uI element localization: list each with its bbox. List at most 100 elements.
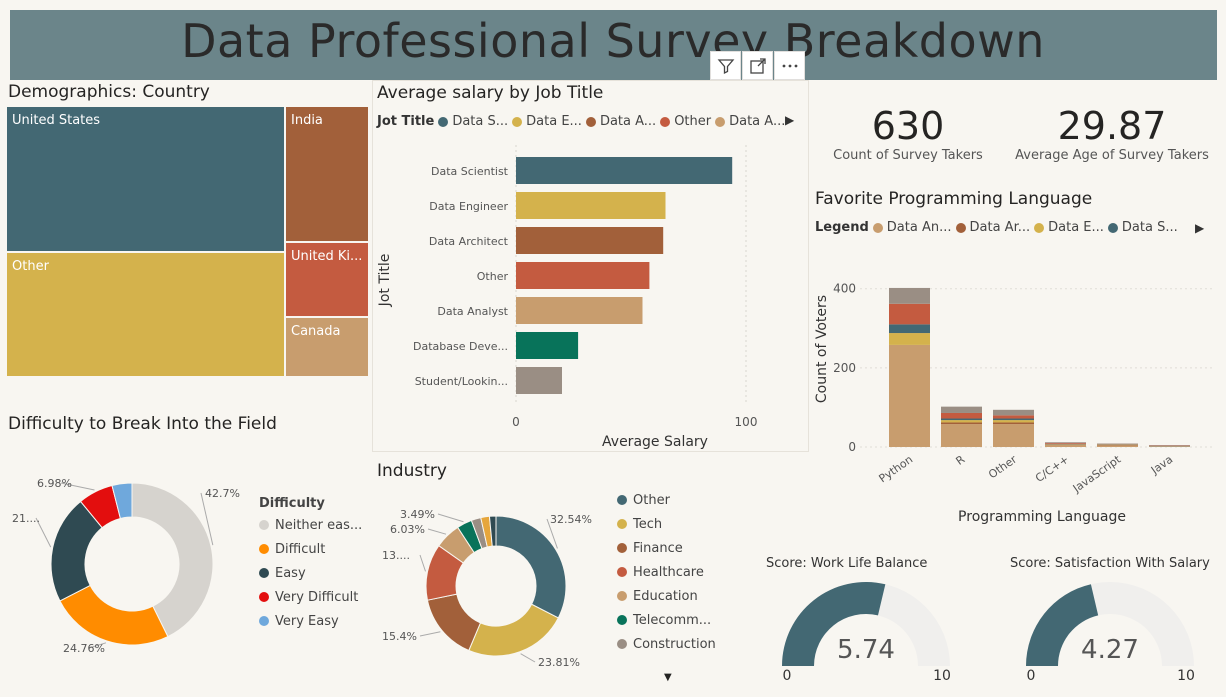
treemap-cell-other[interactable]: Other [6, 252, 285, 377]
legend-item[interactable]: Other [617, 488, 716, 512]
y-tick-label: Student/Lookin... [415, 375, 508, 388]
language-bar-segment[interactable] [993, 409, 1034, 416]
salary-legend-title: Jot Title [377, 114, 435, 129]
legend-item[interactable]: Data A... [729, 114, 786, 129]
language-bar-segment[interactable] [941, 422, 982, 425]
language-bar-segment[interactable] [941, 418, 982, 421]
salary-bar[interactable] [516, 157, 733, 184]
legend-label: Difficult [275, 541, 326, 557]
language-bar-segment[interactable] [993, 424, 1034, 447]
leader-line [35, 517, 52, 548]
language-bar-segment[interactable] [1149, 446, 1190, 447]
y-tick-label: Data Scientist [431, 165, 509, 178]
legend-item[interactable]: Education [617, 584, 716, 608]
salary-bar[interactable] [516, 192, 666, 219]
legend-item[interactable]: Neither eas... [259, 513, 362, 537]
gauge-min-label: 0 [1027, 668, 1036, 684]
industry-donut: 32.54% 23.81% 15.4% 13.... 6.03% 3.49% [382, 508, 592, 669]
legend-label: Telecomm... [633, 612, 712, 628]
salary-bar[interactable] [516, 367, 562, 394]
y-tick-label: 0 [848, 440, 856, 454]
kpi-count-value: 630 [871, 104, 945, 148]
x-tick-label: R [953, 453, 967, 468]
legend-item[interactable]: Data E... [1048, 220, 1104, 235]
filter-icon[interactable] [710, 51, 741, 80]
language-bar-segment[interactable] [941, 424, 982, 447]
language-bar-segment[interactable] [993, 415, 1034, 419]
legend-dot [512, 116, 523, 127]
treemap-cell-india[interactable]: India [285, 106, 369, 242]
leader-line [419, 554, 426, 572]
legend-item[interactable]: Data Ar... [969, 220, 1031, 235]
legend-item[interactable]: Tech [617, 512, 716, 536]
language-bar-segment[interactable] [889, 324, 930, 334]
donut-slice[interactable] [488, 515, 497, 547]
country-treemap: United States India Other United Ki... C… [6, 106, 369, 377]
slice-label: 15.4% [382, 630, 417, 643]
difficulty-chart-title: Difficulty to Break Into the Field [8, 414, 277, 434]
treemap-cell-united-states[interactable]: United States [6, 106, 285, 252]
legend-item[interactable]: Very Easy [259, 609, 362, 633]
legend-label: Very Difficult [275, 589, 359, 605]
treemap-label: Canada [291, 324, 341, 339]
treemap-label: United Ki... [291, 249, 363, 264]
treemap-cell-canada[interactable]: Canada [285, 317, 369, 377]
gauge-fill[interactable] [782, 582, 886, 666]
legend-label: Other [633, 492, 670, 508]
legend-item[interactable]: Construction [617, 632, 716, 656]
donut-slice[interactable] [111, 482, 133, 520]
language-bar-segment[interactable] [889, 333, 930, 345]
legend-dot [872, 222, 883, 233]
visual-header [710, 51, 806, 80]
legend-item[interactable]: Data An... [886, 220, 952, 235]
legend-item[interactable]: Healthcare [617, 560, 716, 584]
language-bar-segment[interactable] [889, 344, 930, 447]
language-bar-segment[interactable] [941, 412, 982, 419]
focus-mode-icon[interactable] [742, 51, 773, 80]
legend-item[interactable]: Data A... [599, 114, 657, 129]
donut-slice[interactable] [468, 603, 559, 657]
legend-label: Healthcare [633, 564, 704, 580]
legend-item[interactable]: Other [674, 114, 712, 129]
salary-bar[interactable] [516, 262, 650, 289]
language-bar-segment[interactable] [993, 420, 1034, 423]
language-bar-segment[interactable] [993, 418, 1034, 421]
donut-slice[interactable] [59, 584, 169, 646]
language-bar-segment[interactable] [1045, 445, 1086, 447]
legend-item[interactable]: Finance [617, 536, 716, 560]
legend-scroll-down-icon[interactable]: ▼ [664, 672, 672, 683]
legend-item[interactable]: Easy [259, 561, 362, 585]
donut-slice[interactable] [495, 515, 567, 619]
legend-item[interactable]: Very Difficult [259, 585, 362, 609]
legend-item[interactable]: Data E... [526, 114, 582, 129]
salary-bar[interactable] [516, 227, 664, 254]
legend-item[interactable]: Data S... [452, 114, 509, 129]
gauge-work-life-balance: 5.74 0 10 [782, 582, 951, 684]
legend-item[interactable]: Telecomm... [617, 608, 716, 632]
language-bar-segment[interactable] [1045, 443, 1086, 444]
legend-item[interactable]: Data S... [1121, 220, 1178, 235]
gauge-fill[interactable] [1026, 584, 1099, 666]
legend-item[interactable]: Difficult [259, 537, 362, 561]
treemap-cell-united-kingdom[interactable]: United Ki... [285, 242, 369, 317]
legend-next-arrow-icon[interactable]: ▶ [785, 113, 795, 127]
language-bar-segment[interactable] [993, 422, 1034, 425]
language-bar-segment[interactable] [941, 420, 982, 423]
donut-slice[interactable] [131, 482, 214, 638]
salary-bar[interactable] [516, 297, 643, 324]
y-tick-label: Database Deve... [413, 340, 508, 353]
language-bar-segment[interactable] [941, 406, 982, 413]
more-options-icon[interactable] [774, 51, 805, 80]
language-bar-segment[interactable] [1097, 445, 1138, 447]
language-bar-segment[interactable] [889, 287, 930, 304]
leader-line [88, 642, 107, 649]
legend-next-arrow-icon[interactable]: ▶ [1195, 221, 1205, 235]
language-bar-segment[interactable] [1045, 442, 1086, 444]
language-bar-segment[interactable] [889, 303, 930, 325]
treemap-label: India [291, 113, 323, 128]
x-tick-label: 100 [735, 415, 758, 429]
y-tick-label: Data Analyst [437, 305, 508, 318]
donut-slice[interactable] [426, 593, 482, 652]
salary-bar[interactable] [516, 332, 579, 359]
legend-dot [617, 519, 627, 529]
